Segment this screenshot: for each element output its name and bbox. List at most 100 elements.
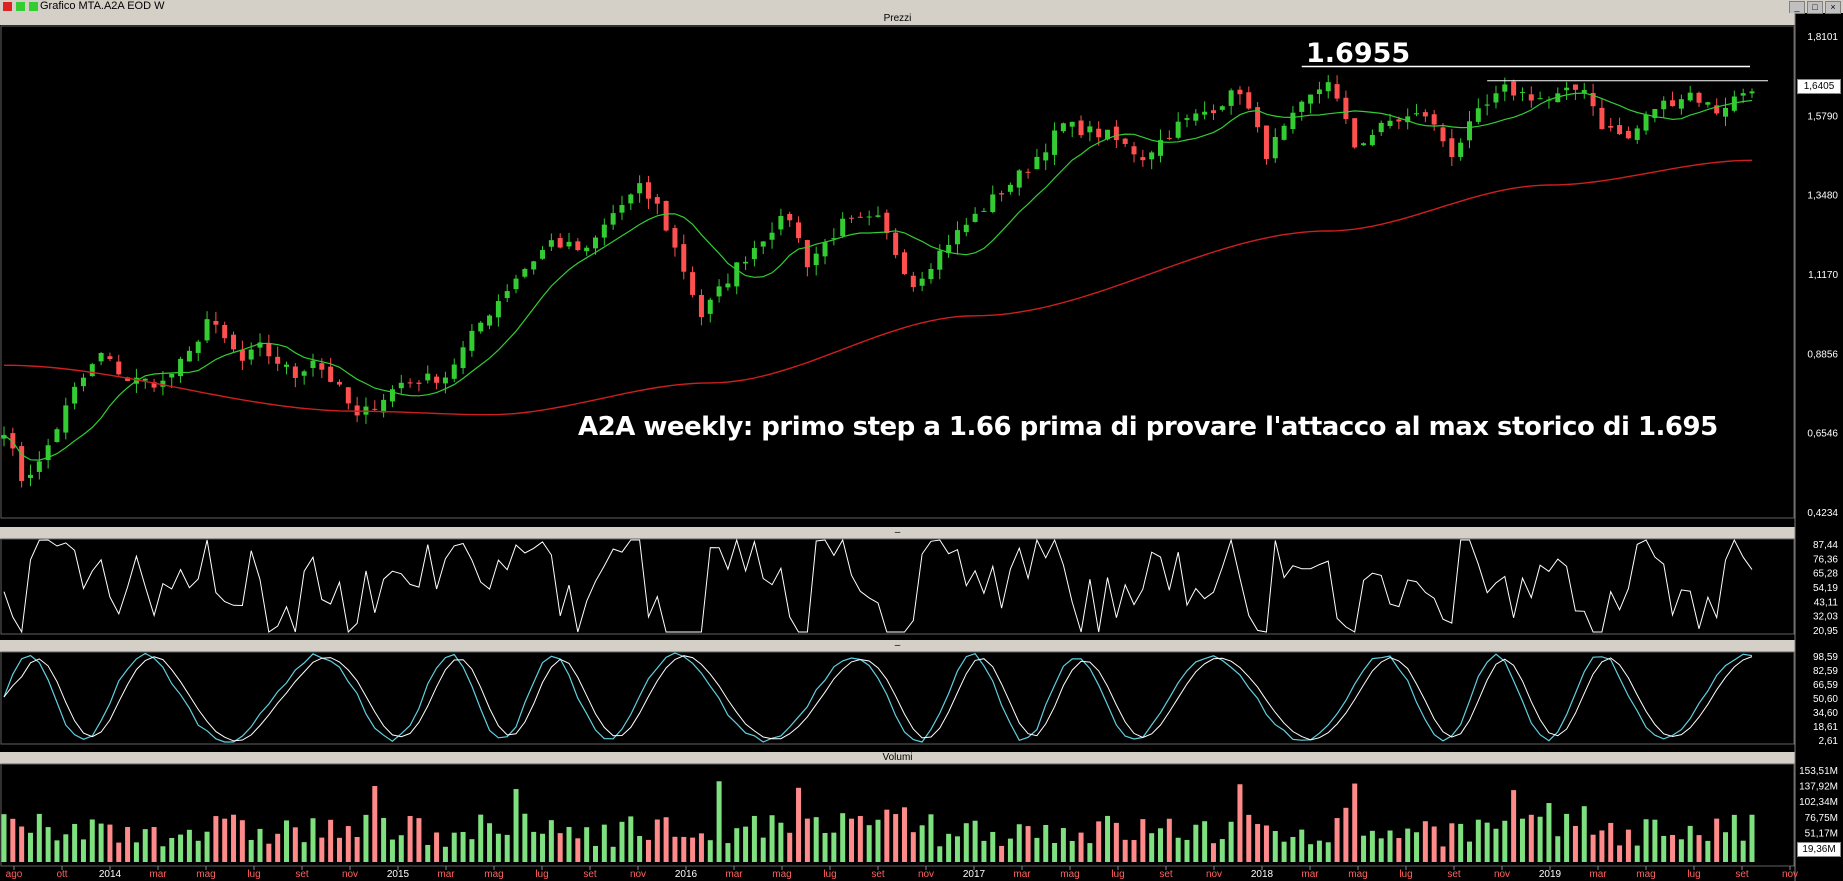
stochastic-panel-header: – [0,640,1795,652]
stochastic-axis-tick-label: 18,61 [1813,722,1838,733]
candle-body [169,373,175,378]
volume-bar [698,833,704,862]
candle-body [195,341,201,353]
x-axis-tick-label: set [583,869,597,880]
price-axis-tick-label: 1,8101 [1807,32,1838,43]
volume-bar [257,828,263,862]
volume-bar [1016,824,1022,862]
volume-bar [151,827,157,862]
x-axis-tick-label: set [1735,869,1749,880]
candle-body [160,380,166,387]
volume-bar [1731,814,1737,862]
x-axis-tick-label: nov [1782,869,1798,880]
candle-body [1475,108,1481,122]
volume-bar [1714,818,1720,862]
candle-body [45,445,51,461]
volume-bar [107,824,113,862]
candle-body [1422,112,1428,117]
volume-bar [1378,838,1384,862]
volume-bar [1343,807,1349,862]
volume-bar [1599,830,1605,862]
candle-body [637,183,643,194]
volume-panel-header: Volumi [0,752,1795,764]
candle-body [1414,113,1420,115]
candle-body [1378,122,1384,133]
candle-body [1634,128,1640,140]
stochastic-axis-tick-label: 34,60 [1813,708,1838,719]
candle-body [63,405,69,433]
x-axis-tick-label: lug [1687,869,1700,880]
x-axis-tick-label: mar [437,869,455,880]
candle-body [213,320,219,325]
volume-bar [45,827,51,862]
maximize-button[interactable]: □ [1807,1,1823,14]
volume-bar [1422,821,1428,862]
candle-body [1210,110,1216,114]
candle-body [478,322,484,332]
volume-bar [1555,836,1561,862]
last-price-badge: 1,6405 [1797,79,1841,94]
candle-body [946,244,952,253]
last-volume-badge: 19,36M [1797,842,1841,857]
candle-body [1731,96,1737,111]
candle-body [1158,140,1164,156]
volume-bar [363,814,369,862]
x-axis-tick-label: nov [1206,869,1222,880]
candle-body [866,216,872,218]
stochastic-axis-tick-label: 50,60 [1813,694,1838,705]
volume-bar [72,823,78,862]
candle-body [89,364,95,377]
volume-bar [248,839,254,862]
volume-bar [1043,824,1049,862]
volume-bar [690,837,696,862]
candle-body [222,324,228,339]
candle-body [681,244,687,272]
candle-body [125,377,131,381]
x-axis-tick-label: 2017 [963,869,986,880]
candle-body [487,315,493,326]
candle-body [1652,109,1658,119]
candle-body [1555,93,1561,103]
close-button[interactable]: × [1825,1,1841,14]
candle-body [787,213,793,221]
candle-body [1537,98,1543,100]
volume-bar [54,840,60,862]
candle-body [1078,120,1084,136]
stochastic-axis-tick-label: 2,61 [1819,736,1839,747]
candle-body [1511,81,1517,96]
volume-bar [1184,839,1190,862]
candle-body [540,250,546,259]
volume-bar [451,832,457,862]
volume-bar [213,816,219,862]
candle-body [840,218,846,236]
candle-body [751,248,757,260]
candle-body [1581,89,1587,93]
volume-bar [1060,828,1066,862]
candle-body [972,213,978,222]
candle-body [698,295,704,318]
volume-bar [345,826,351,862]
volume-bar [407,816,413,862]
oscillator-axis-tick-label: 20,95 [1813,626,1838,637]
candle-body [663,200,669,231]
volume-bar [1140,819,1146,862]
oscillator-axis-tick-label: 43,11 [1814,597,1839,608]
volume-bar [734,828,740,862]
volume-bar [1078,832,1084,862]
volume-bar [1096,821,1102,862]
volume-bar [857,816,863,862]
candle-body [910,275,916,288]
price-axis-tick-label: 0,4234 [1807,508,1838,519]
candle-body [1175,121,1181,138]
candle-body [178,358,184,377]
volume-bar [1537,816,1543,862]
volume-bar [610,846,616,862]
x-axis-tick-label: lug [1111,869,1124,880]
candle-body [849,217,855,219]
candle-body [1458,142,1464,157]
candle-body [36,461,42,472]
candle-body [1343,97,1349,120]
volume-bar [946,833,952,862]
volume-bar [19,826,25,862]
minimize-button[interactable]: _ [1789,1,1805,14]
